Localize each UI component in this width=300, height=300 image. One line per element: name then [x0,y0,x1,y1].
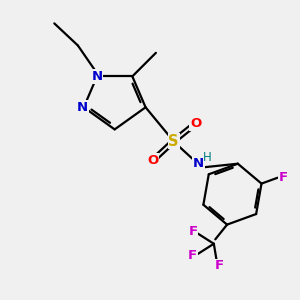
Text: S: S [168,134,179,149]
Text: O: O [190,117,201,130]
Text: N: N [92,70,103,83]
Text: F: F [215,259,224,272]
Text: F: F [279,171,288,184]
Text: F: F [189,226,198,238]
Text: H: H [202,152,211,164]
Text: N: N [193,157,204,170]
Text: F: F [189,226,198,238]
Text: F: F [279,171,288,184]
Text: F: F [215,259,224,272]
Text: O: O [147,154,159,167]
Text: F: F [188,249,197,262]
Text: N: N [92,70,103,83]
Text: N: N [77,101,88,114]
Text: N: N [77,101,88,114]
Text: F: F [188,249,197,262]
